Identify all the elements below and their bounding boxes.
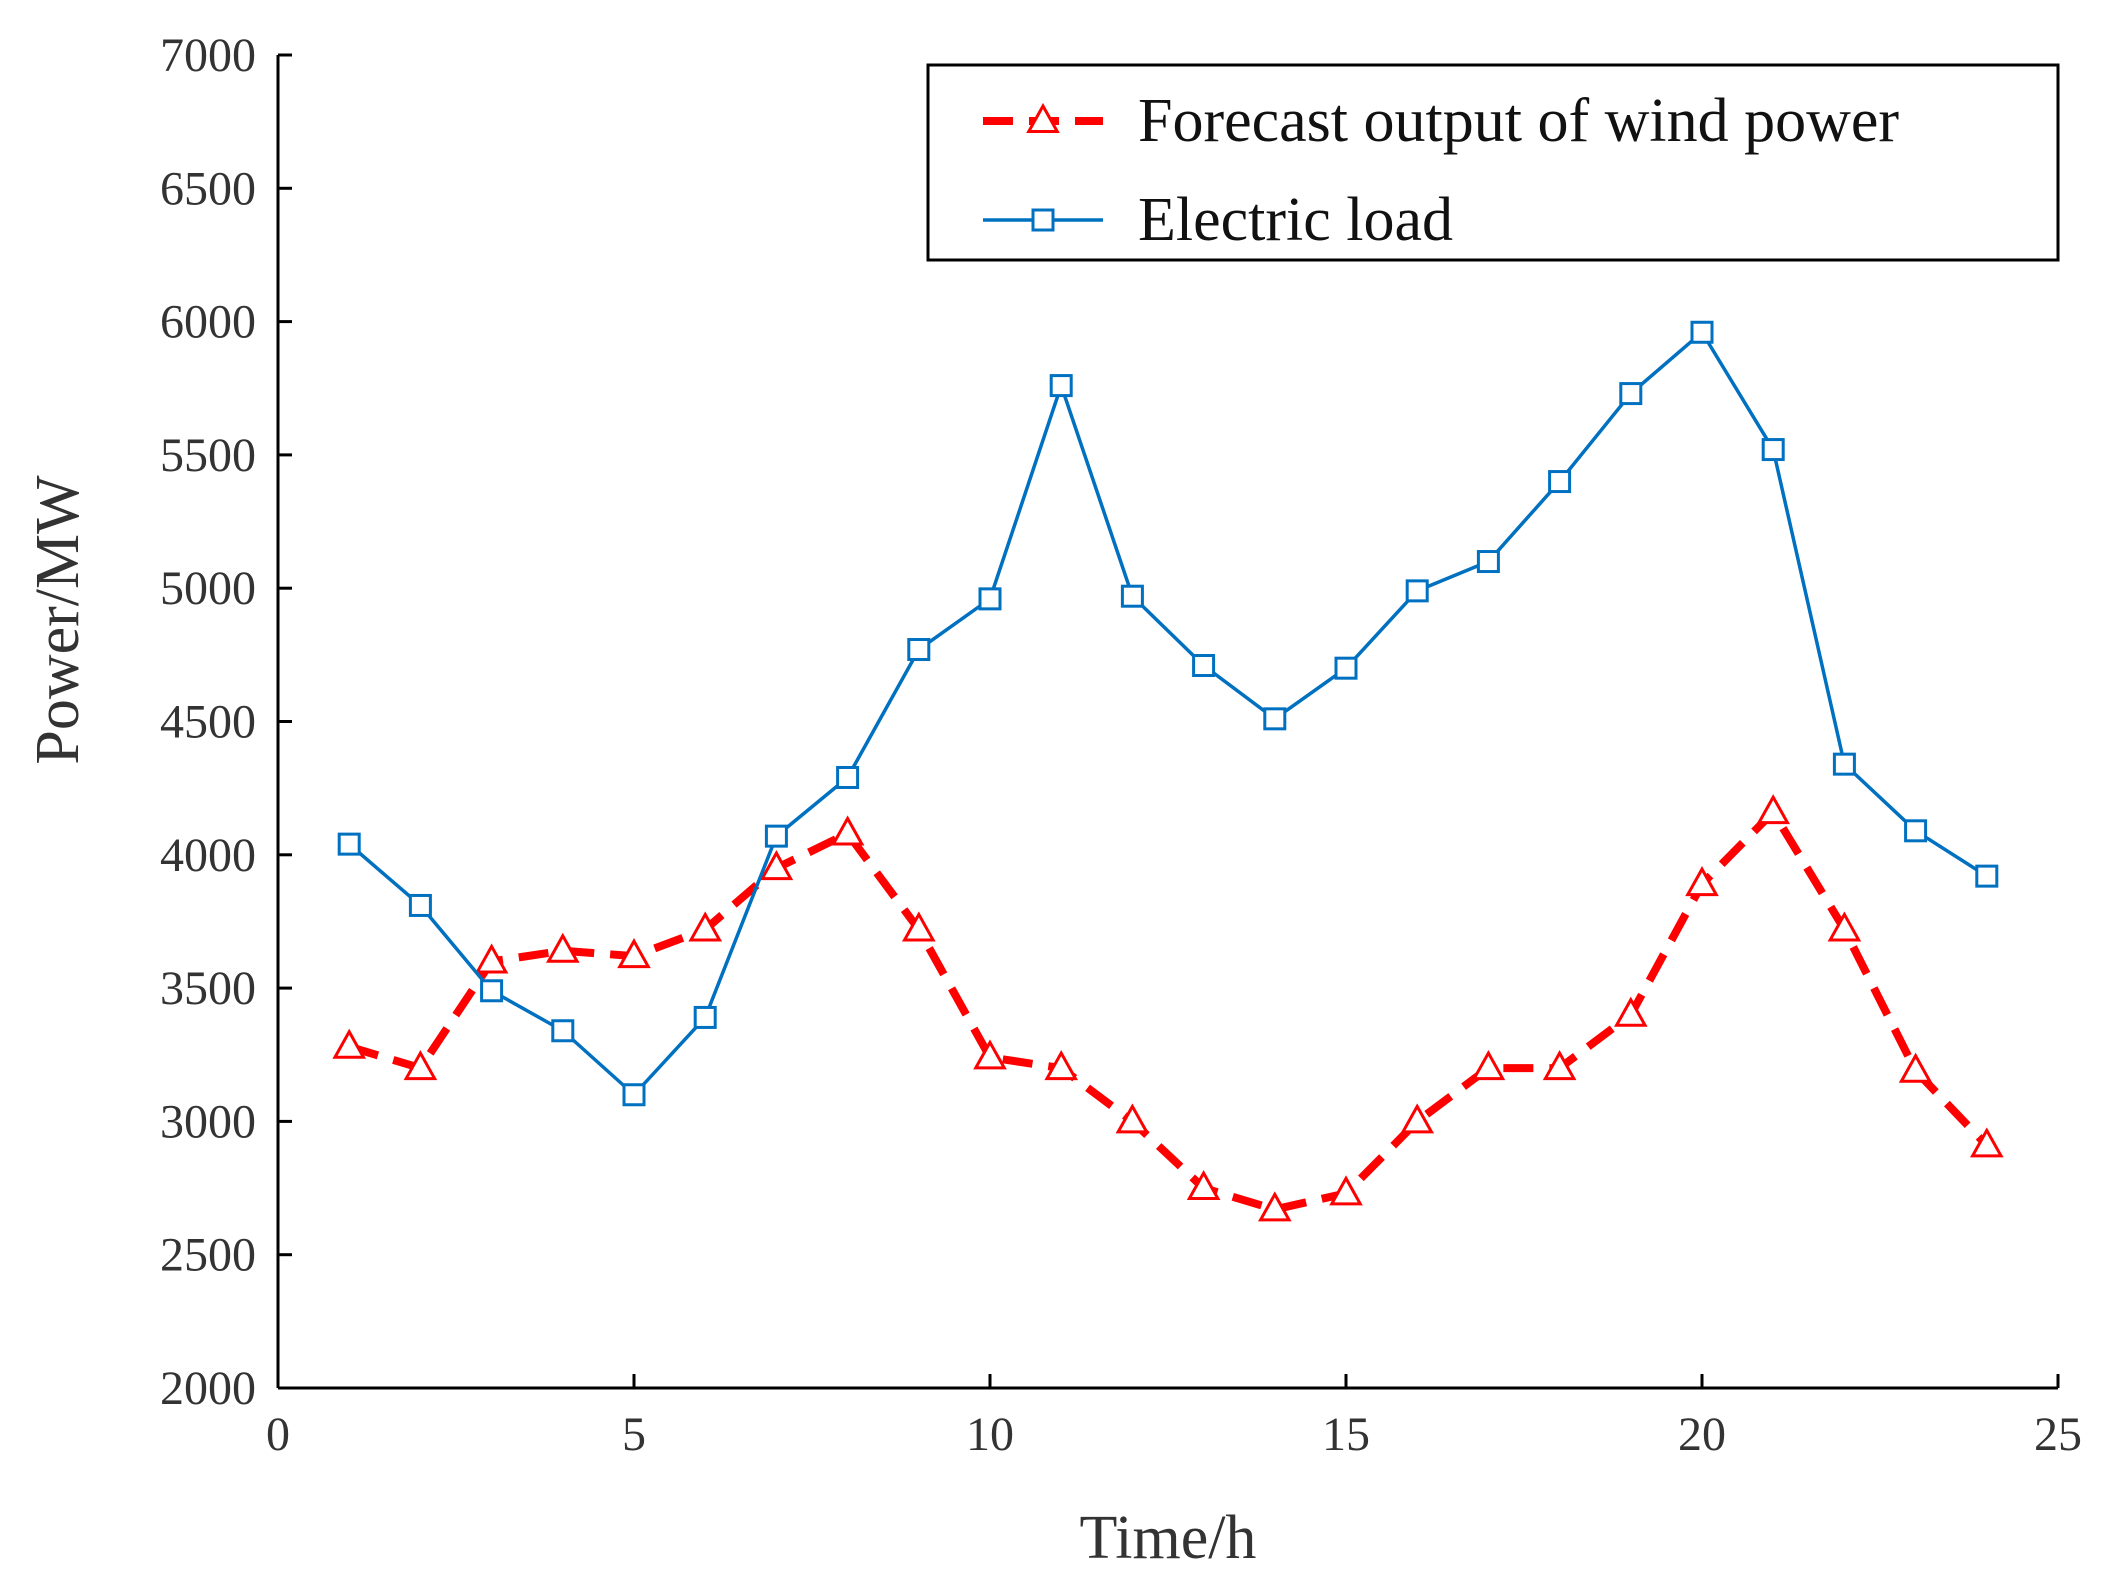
data-point <box>1832 752 1856 776</box>
data-point <box>830 815 865 846</box>
data-point <box>408 893 432 917</box>
data-point <box>1542 1050 1577 1081</box>
data-point <box>1400 1103 1435 1134</box>
data-point <box>1405 579 1429 603</box>
x-axis-title: Time/h <box>1080 1504 1257 1572</box>
y-tick-label: 3000 <box>160 1095 256 1148</box>
data-point <box>1690 320 1714 344</box>
y-tick-label: 6500 <box>160 162 256 215</box>
data-point <box>622 1083 646 1107</box>
data-point <box>836 765 860 789</box>
data-point <box>1969 1127 2004 1158</box>
data-point <box>545 932 580 963</box>
data-point <box>693 1005 717 1029</box>
data-point <box>1471 1050 1506 1081</box>
series-line <box>348 808 1990 1214</box>
legend: Forecast output of wind power Electric l… <box>926 63 2060 262</box>
y-tick-label: 5500 <box>160 429 256 482</box>
data-point <box>1329 1175 1363 1206</box>
data-point <box>907 638 931 662</box>
data-point <box>1192 654 1216 678</box>
legend-label-wind: Forecast output of wind power <box>1138 87 1899 155</box>
data-point <box>973 1039 1007 1070</box>
data-point <box>1334 656 1358 680</box>
data-point <box>480 979 504 1003</box>
data-point <box>1613 996 1648 1027</box>
data-point <box>1257 1191 1292 1222</box>
y-tick-label: 4500 <box>160 696 256 749</box>
x-tick-label: 0 <box>266 1408 290 1461</box>
data-point <box>337 832 361 856</box>
y-axis-ticks: 2000 2500 3000 3500 4000 4500 5000 5500 6000 6500… <box>160 29 292 1415</box>
data-point <box>1975 864 1999 888</box>
y-tick-label: 4000 <box>160 829 256 882</box>
data-point <box>1049 374 1073 398</box>
data-point <box>403 1050 438 1081</box>
legend-label-load: Electric load <box>1138 186 1453 254</box>
data-point <box>617 938 651 969</box>
data-point <box>1685 866 1719 897</box>
legend-entry-wind: Forecast output of wind power <box>983 87 1899 155</box>
data-point <box>1476 550 1500 574</box>
data-point <box>901 911 936 942</box>
data-point <box>1263 707 1287 731</box>
data-point <box>688 911 723 942</box>
series-line <box>348 330 1988 1097</box>
legend-entry-load: Electric load <box>983 186 1453 254</box>
data-point <box>1044 1050 1079 1081</box>
data-point <box>1898 1052 1933 1083</box>
data-point <box>1115 1103 1150 1134</box>
data-point <box>332 1028 367 1059</box>
y-tick-label: 5000 <box>160 562 256 615</box>
x-tick-label: 15 <box>1322 1408 1370 1461</box>
data-point <box>1619 382 1643 406</box>
data-point <box>1186 1169 1221 1201</box>
data-point <box>551 1019 575 1043</box>
y-tick-label: 3500 <box>160 962 256 1015</box>
series-electric-load <box>337 320 1999 1107</box>
data-point <box>1548 470 1572 494</box>
data-point <box>474 943 509 974</box>
y-tick-label: 7000 <box>160 29 256 82</box>
data-point <box>764 824 788 848</box>
y-tick-label: 6000 <box>160 296 256 349</box>
legend-box <box>926 63 2060 262</box>
y-tick-label: 2500 <box>160 1229 256 1282</box>
data-point <box>1904 819 1928 843</box>
plot-series <box>332 320 2004 1222</box>
x-tick-label: 5 <box>622 1408 646 1461</box>
data-point <box>759 850 794 881</box>
data-point <box>1761 438 1785 462</box>
legend-square-marker-icon <box>1031 208 1055 232</box>
x-tick-label: 25 <box>2034 1408 2082 1461</box>
data-point <box>1120 584 1144 608</box>
data-point <box>1827 911 1862 942</box>
y-tick-label: 2000 <box>160 1362 256 1415</box>
x-axis-ticks: 0 5 10 15 20 25 <box>266 1374 2082 1461</box>
data-point <box>978 587 1002 611</box>
x-tick-label: 20 <box>1678 1408 1726 1461</box>
x-tick-label: 10 <box>966 1408 1014 1461</box>
data-point <box>1756 794 1791 825</box>
series-wind-power <box>332 794 2004 1222</box>
y-axis-title: Power/MW <box>24 475 92 765</box>
legend-triangle-marker-icon <box>1026 102 1060 133</box>
